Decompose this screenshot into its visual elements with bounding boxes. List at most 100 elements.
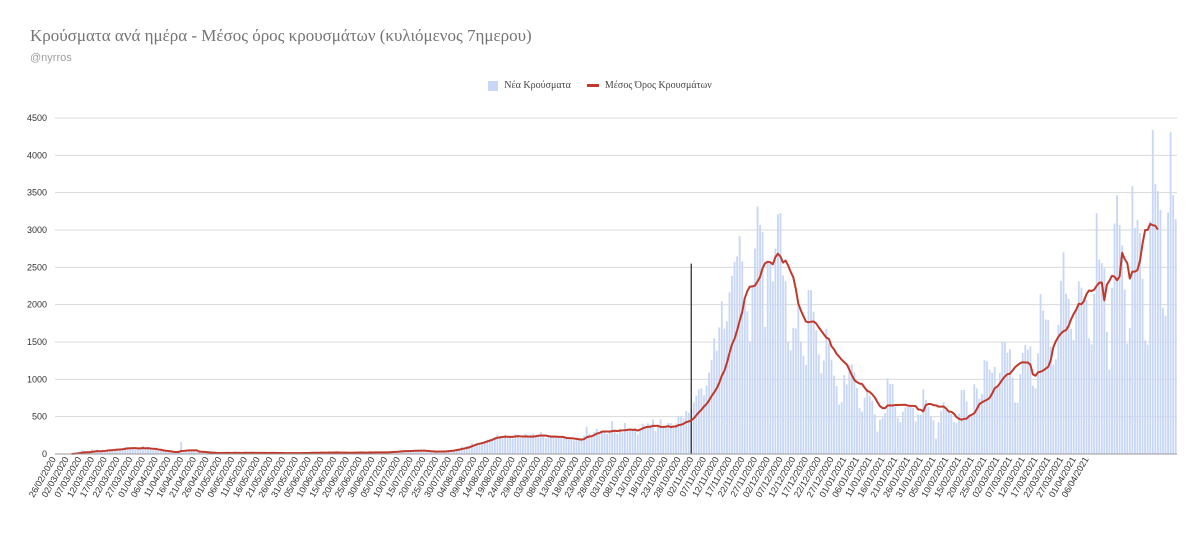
bar [873,414,876,454]
bar [165,451,167,454]
bar [649,424,652,454]
bar [1116,195,1118,454]
bar [1164,315,1167,454]
bar [924,400,927,454]
bar [771,281,774,454]
bar [751,284,754,454]
bar [978,398,981,454]
legend-label-bars: Νέα Κρούσματα [504,80,571,91]
bar [1085,300,1088,454]
bar [682,418,685,454]
bar [726,321,728,454]
bar [193,451,195,454]
bar [1077,281,1080,454]
bar [422,450,425,454]
bar [1044,319,1047,454]
bar [835,386,838,454]
bar [876,431,879,454]
bar [703,395,705,454]
bar [748,342,751,454]
bar [644,427,647,454]
bar [1024,344,1027,454]
bar [669,423,672,454]
bar [198,452,200,454]
bar [1060,280,1062,454]
bar [580,440,583,454]
bar [195,451,198,454]
bar [1037,353,1039,454]
bar [1108,369,1111,454]
legend-item-line[interactable]: Μέσος Όρος Κρουσμάτων [586,80,712,91]
bar [838,404,841,454]
bar [664,425,667,454]
bar [616,433,619,454]
bar [634,427,637,454]
bar [573,440,575,454]
bar [764,326,767,454]
bar [420,450,422,454]
bar [822,360,825,454]
bar [930,416,932,454]
bar [190,451,193,454]
y-tick-label: 4500 [27,113,47,123]
bar [208,452,211,454]
bar [820,373,823,454]
bar [769,263,772,454]
bar [1123,289,1126,454]
bar [840,402,843,454]
bar [700,388,703,454]
bar [1065,293,1067,454]
legend-item-bars[interactable]: Νέα Κρούσματα [488,80,571,91]
bar [98,451,101,454]
bar [777,214,779,454]
bar [917,414,920,454]
bar [578,439,580,454]
bar [167,451,170,454]
bar [172,452,175,454]
bar [583,435,586,454]
bar [435,451,438,454]
bar [445,451,448,454]
bar [124,446,127,454]
bar [672,426,675,454]
bar [774,248,777,454]
bar [1034,388,1037,454]
bar [1134,227,1136,454]
bar [1098,259,1101,454]
bar [547,437,550,454]
bar [1105,331,1108,454]
bar [203,452,206,454]
bar [397,451,399,454]
bar [792,327,795,454]
bar [1090,344,1093,454]
bar [185,449,188,454]
bar [1136,219,1139,454]
bar [550,435,552,454]
bar [1026,349,1029,454]
bar [856,387,858,454]
bar [468,445,471,454]
bar [159,450,162,454]
bar [899,422,902,454]
bar [1162,308,1164,454]
bar [1156,191,1159,454]
bar [88,452,91,454]
bar [116,448,119,454]
bar [904,407,907,454]
bar [886,378,889,454]
bar [715,350,718,454]
bar [940,410,943,454]
bar [1146,344,1149,454]
bar [782,275,784,454]
bar [182,451,185,454]
bar [945,408,948,454]
bar [1100,263,1103,454]
bar [817,354,820,454]
bar [1003,342,1006,454]
bar [680,416,682,454]
bar [779,213,782,454]
bar [595,428,598,454]
bar [575,439,578,454]
bar [458,448,461,454]
bar [896,417,899,454]
